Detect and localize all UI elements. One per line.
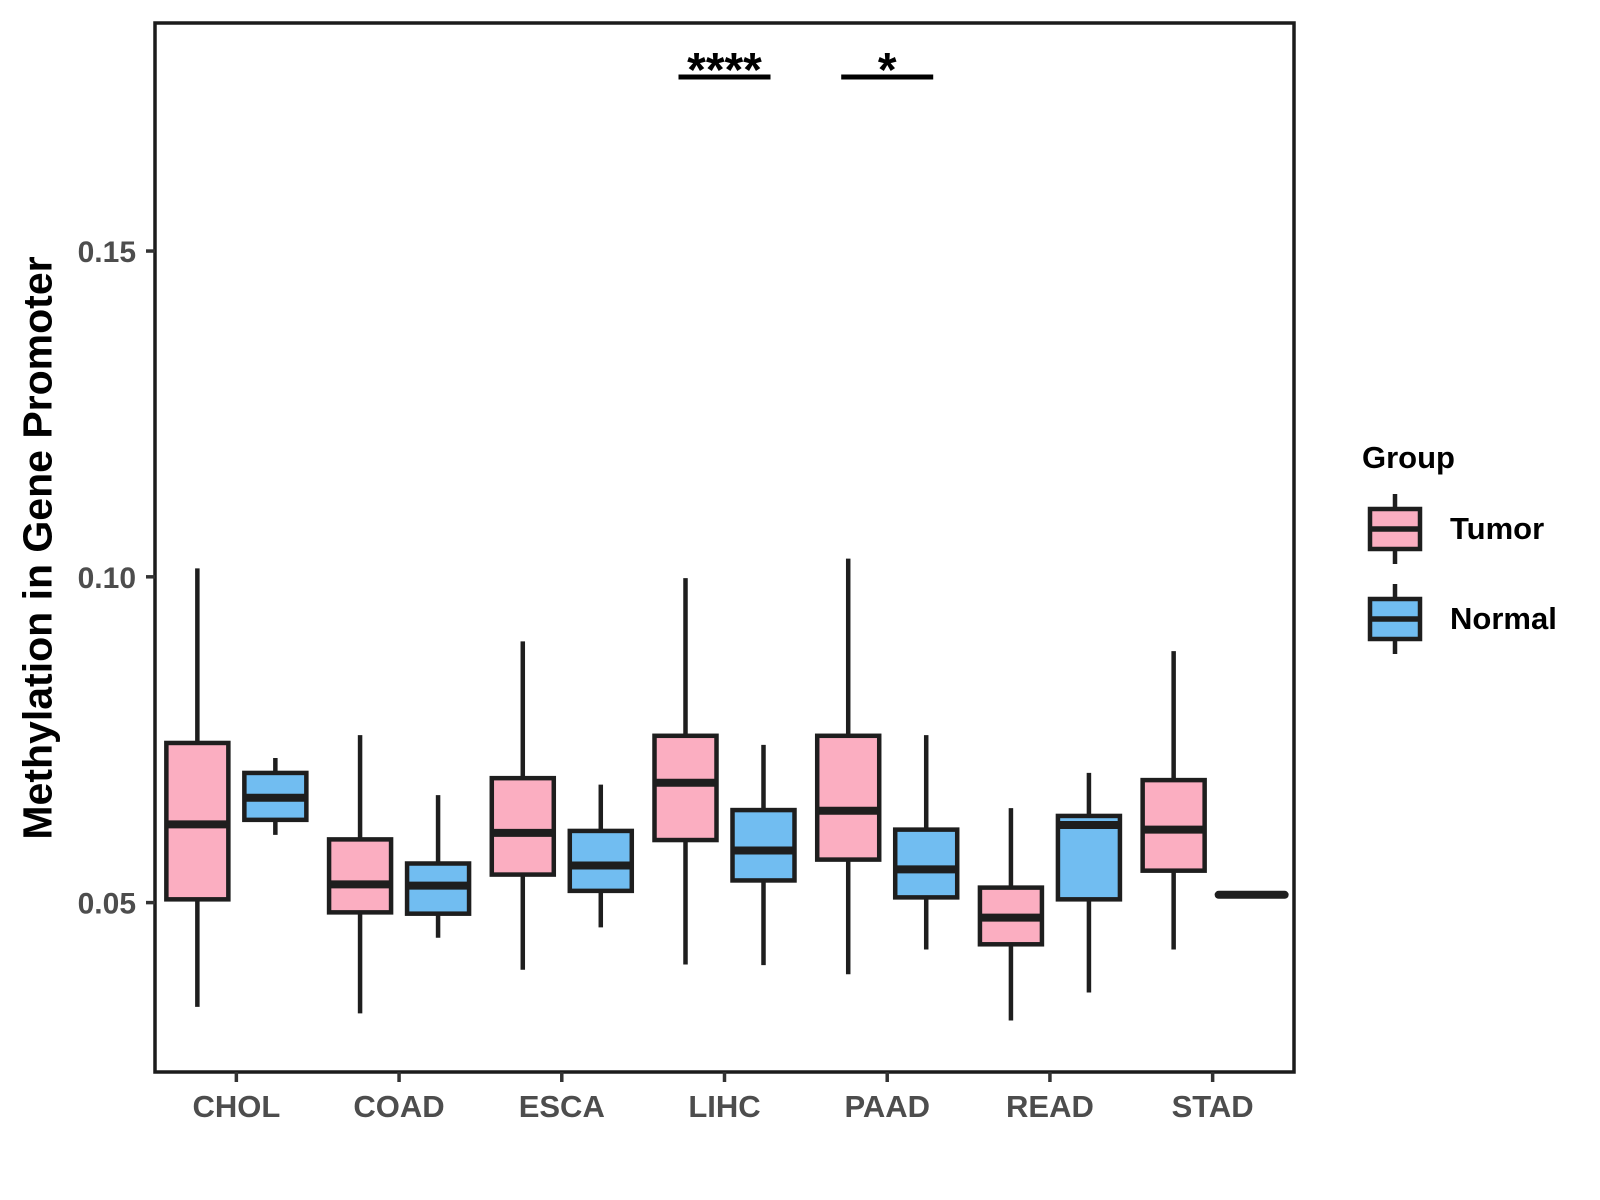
significance-stars: **** bbox=[687, 44, 762, 97]
box-normal-read bbox=[1055, 772, 1123, 993]
box-normal-coad bbox=[404, 795, 472, 938]
box-tumor-chol bbox=[164, 568, 231, 1007]
iqr-box bbox=[892, 827, 960, 900]
significance-stars: * bbox=[878, 44, 897, 97]
box-normal-lihc bbox=[730, 744, 797, 966]
iqr-box bbox=[567, 828, 635, 894]
box-normal-paad bbox=[892, 735, 960, 950]
boxplot-glyph-icon bbox=[1367, 584, 1423, 654]
legend-entry-normal: Normal bbox=[1366, 582, 1557, 656]
x-tick-label: LIHC bbox=[688, 1089, 760, 1124]
x-tick-label: COAD bbox=[353, 1089, 444, 1124]
box-tumor-coad bbox=[326, 735, 394, 1014]
x-tick-label: PAAD bbox=[844, 1089, 930, 1124]
box-tumor-read bbox=[977, 808, 1045, 1021]
legend-label-tumor: Tumor bbox=[1450, 511, 1545, 546]
legend: Group Tumor Normal bbox=[1340, 440, 1557, 656]
iqr-box bbox=[814, 733, 882, 862]
x-tick-label: ESCA bbox=[519, 1089, 605, 1124]
box-tumor-stad bbox=[1140, 651, 1207, 950]
x-tick-label: STAD bbox=[1172, 1089, 1254, 1124]
x-tick-label: READ bbox=[1006, 1089, 1094, 1124]
box-tumor-esca bbox=[489, 641, 557, 970]
legend-title: Group bbox=[1362, 440, 1455, 475]
iqr-box bbox=[652, 733, 719, 843]
iqr-box bbox=[489, 775, 557, 877]
legend-label-normal: Normal bbox=[1450, 601, 1557, 636]
box-normal-chol bbox=[242, 757, 309, 835]
x-tick-label: CHOL bbox=[192, 1089, 280, 1124]
y-tick-label: 0.15 bbox=[78, 236, 136, 269]
y-tick-label: 0.05 bbox=[78, 888, 136, 921]
iqr-box bbox=[326, 837, 394, 915]
iqr-box bbox=[730, 807, 797, 883]
box-tumor-lihc bbox=[652, 578, 719, 965]
boxplot-glyph-icon bbox=[1367, 494, 1423, 564]
box-normal-esca bbox=[567, 784, 635, 928]
iqr-box bbox=[1140, 777, 1207, 873]
legend-entry-tumor: Tumor bbox=[1366, 492, 1557, 566]
box-tumor-paad bbox=[814, 558, 882, 975]
panel-border bbox=[153, 21, 1296, 1074]
y-tick-label: 0.10 bbox=[78, 562, 136, 595]
iqr-box bbox=[1055, 813, 1123, 902]
